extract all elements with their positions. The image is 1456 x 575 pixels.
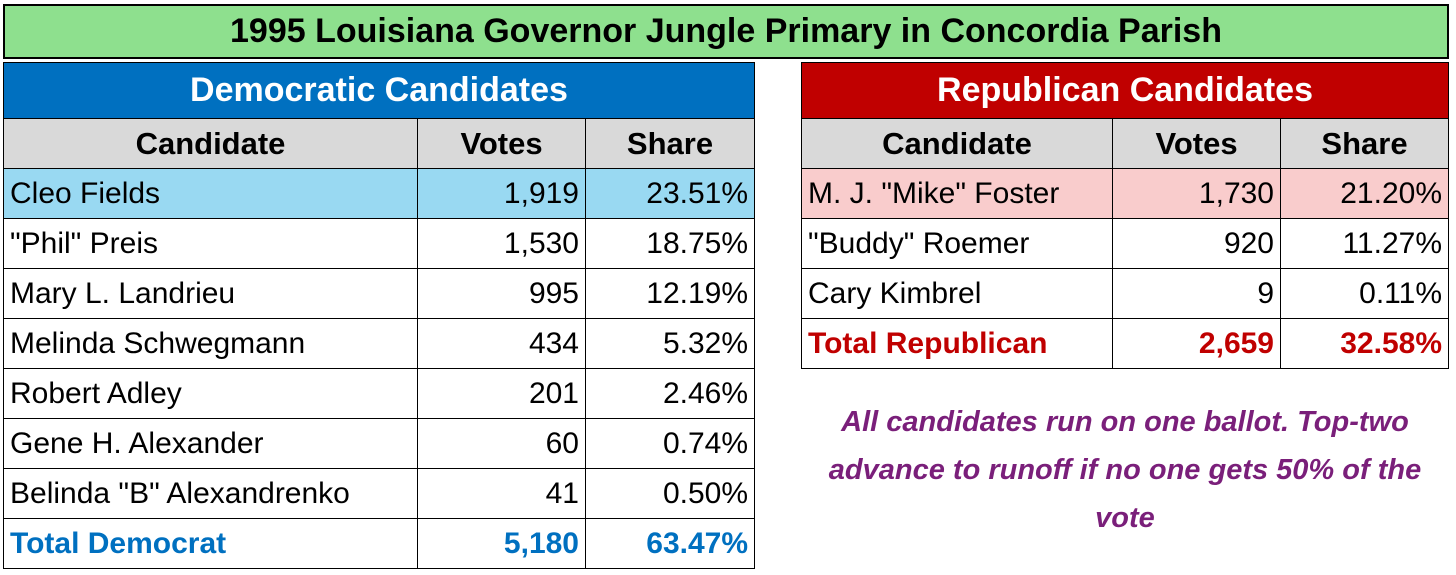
republican-table: Republican Candidates Candidate Votes Sh… [801,62,1449,369]
candidate-name: Robert Adley [3,368,418,419]
table-row: M. J. "Mike" Foster 1,730 21.20% [801,168,1449,219]
candidate-votes: 434 [417,318,586,369]
candidate-share: 2.46% [584,368,756,419]
total-row: Total Democrat 5,180 63.47% [3,518,756,569]
table-row: "Phil" Preis 1,530 18.75% [3,218,756,269]
table-row: "Buddy" Roemer 920 11.27% [801,218,1449,269]
total-row: Total Republican 2,659 32.58% [801,318,1449,369]
table-row: Cleo Fields 1,919 23.51% [3,168,756,219]
candidate-votes: 1,530 [417,218,586,269]
candidate-share: 21.20% [1280,168,1449,219]
total-label: Total Republican [801,318,1113,369]
candidate-share: 12.19% [584,268,756,319]
democratic-table: Democratic Candidates Candidate Votes Sh… [2,62,756,569]
candidate-name: M. J. "Mike" Foster [801,168,1113,219]
candidate-name: Belinda "B" Alexandrenko [3,468,418,519]
column-header-votes: Votes [417,118,586,169]
column-header-votes: Votes [1112,118,1281,169]
table-row: Mary L. Landrieu 995 12.19% [3,268,756,319]
candidate-share: 0.74% [584,418,756,469]
candidate-name: Cary Kimbrel [801,268,1113,319]
candidate-votes: 920 [1112,218,1281,269]
table-row: Cary Kimbrel 9 0.11% [801,268,1449,319]
candidate-name: Cleo Fields [3,168,418,219]
candidate-share: 0.50% [584,468,756,519]
table-row: Belinda "B" Alexandrenko 41 0.50% [3,468,756,519]
republican-heading: Republican Candidates [801,62,1449,119]
total-label: Total Democrat [3,518,418,569]
total-votes: 2,659 [1112,318,1281,369]
candidate-votes: 60 [417,418,586,469]
candidate-share: 0.11% [1280,268,1449,319]
candidate-name: Melinda Schwegmann [3,318,418,369]
ballot-note: All candidates run on one ballot. Top-tw… [828,406,1422,534]
democratic-heading: Democratic Candidates [2,62,756,119]
total-share: 63.47% [584,518,756,569]
candidate-votes: 1,919 [417,168,586,219]
candidate-name: Mary L. Landrieu [3,268,418,319]
column-header-candidate: Candidate [3,118,418,169]
total-share: 32.58% [1280,318,1449,369]
candidate-share: 23.51% [584,168,756,219]
candidate-share: 11.27% [1280,218,1449,269]
column-header-share: Share [1280,118,1449,169]
candidate-name: "Buddy" Roemer [801,218,1113,269]
candidate-votes: 201 [417,368,586,419]
candidate-votes: 1,730 [1112,168,1281,219]
table-row: Robert Adley 201 2.46% [3,368,756,419]
candidate-share: 18.75% [584,218,756,269]
table-row: Gene H. Alexander 60 0.74% [3,418,756,469]
total-votes: 5,180 [417,518,586,569]
column-header-candidate: Candidate [801,118,1113,169]
column-header-share: Share [584,118,756,169]
candidate-name: Gene H. Alexander [3,418,418,469]
table-row: Melinda Schwegmann 434 5.32% [3,318,756,369]
candidate-name: "Phil" Preis [3,218,418,269]
candidate-share: 5.32% [584,318,756,369]
candidate-votes: 995 [417,268,586,319]
candidate-votes: 9 [1112,268,1281,319]
candidate-votes: 41 [417,468,586,519]
page-title: 1995 Louisiana Governor Jungle Primary i… [3,4,1449,59]
